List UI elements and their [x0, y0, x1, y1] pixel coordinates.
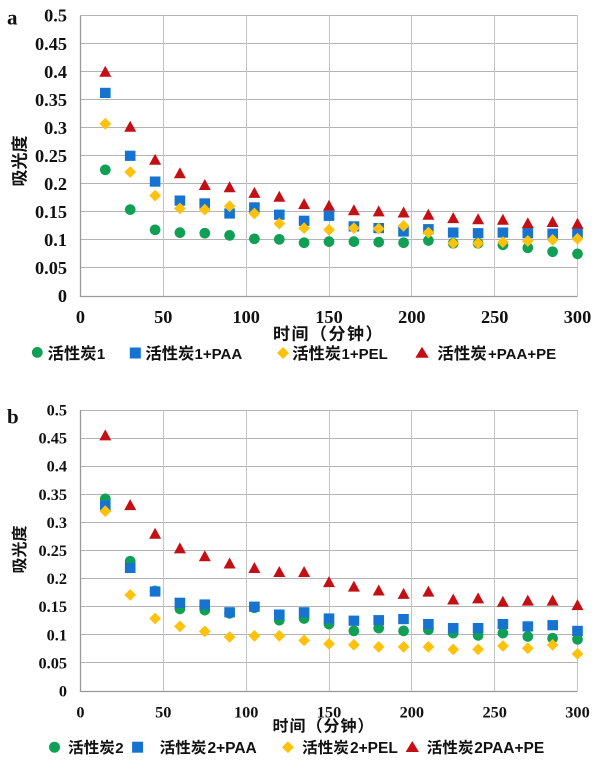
svg-text:0.15: 0.15 — [39, 597, 68, 616]
svg-text:0.45: 0.45 — [39, 429, 68, 448]
svg-text:b: b — [7, 405, 19, 429]
svg-text:0.5: 0.5 — [44, 6, 67, 26]
svg-text:2: 2 — [115, 740, 123, 757]
svg-text:150: 150 — [317, 702, 341, 721]
svg-text:300: 300 — [564, 307, 591, 327]
svg-text:200: 200 — [398, 307, 425, 327]
svg-text:50: 50 — [154, 307, 172, 327]
svg-text:0.5: 0.5 — [47, 401, 67, 420]
svg-text:0.05: 0.05 — [35, 258, 67, 278]
svg-text:2+PEL: 2+PEL — [350, 740, 398, 757]
svg-text:250: 250 — [482, 702, 506, 721]
svg-text:2PAA+PE: 2PAA+PE — [474, 740, 544, 757]
svg-text:0.05: 0.05 — [39, 653, 68, 672]
svg-text:0.35: 0.35 — [39, 485, 68, 504]
svg-text:0.25: 0.25 — [39, 541, 68, 560]
svg-text:300: 300 — [565, 702, 589, 721]
svg-text:0.2: 0.2 — [44, 174, 67, 194]
svg-text:0.2: 0.2 — [47, 569, 67, 588]
svg-text:0.3: 0.3 — [47, 513, 67, 532]
svg-text:0.25: 0.25 — [35, 146, 67, 166]
svg-text:0.3: 0.3 — [44, 118, 67, 138]
svg-text:0: 0 — [76, 702, 84, 721]
svg-text:0.4: 0.4 — [44, 62, 67, 82]
svg-text:0: 0 — [58, 286, 67, 306]
svg-text:0.35: 0.35 — [35, 90, 67, 110]
svg-text:150: 150 — [315, 307, 342, 327]
svg-text:50: 50 — [155, 702, 171, 721]
svg-text:+PAA+PE: +PAA+PE — [488, 346, 556, 363]
svg-text:0.1: 0.1 — [44, 230, 67, 250]
svg-text:0.1: 0.1 — [47, 625, 67, 644]
svg-text:0.15: 0.15 — [35, 202, 67, 222]
svg-text:0.45: 0.45 — [35, 34, 67, 54]
svg-text:a: a — [7, 5, 18, 29]
svg-text:1+PEL: 1+PEL — [342, 346, 388, 363]
svg-text:250: 250 — [481, 307, 508, 327]
svg-text:0.4: 0.4 — [47, 457, 67, 476]
svg-text:200: 200 — [400, 702, 424, 721]
svg-text:1: 1 — [97, 346, 105, 363]
svg-text:0: 0 — [76, 307, 85, 327]
svg-text:100: 100 — [232, 307, 259, 327]
svg-text:0: 0 — [59, 682, 67, 701]
svg-text:100: 100 — [234, 702, 258, 721]
svg-text:2+PAA: 2+PAA — [208, 740, 257, 757]
svg-text:1+PAA: 1+PAA — [195, 346, 243, 363]
